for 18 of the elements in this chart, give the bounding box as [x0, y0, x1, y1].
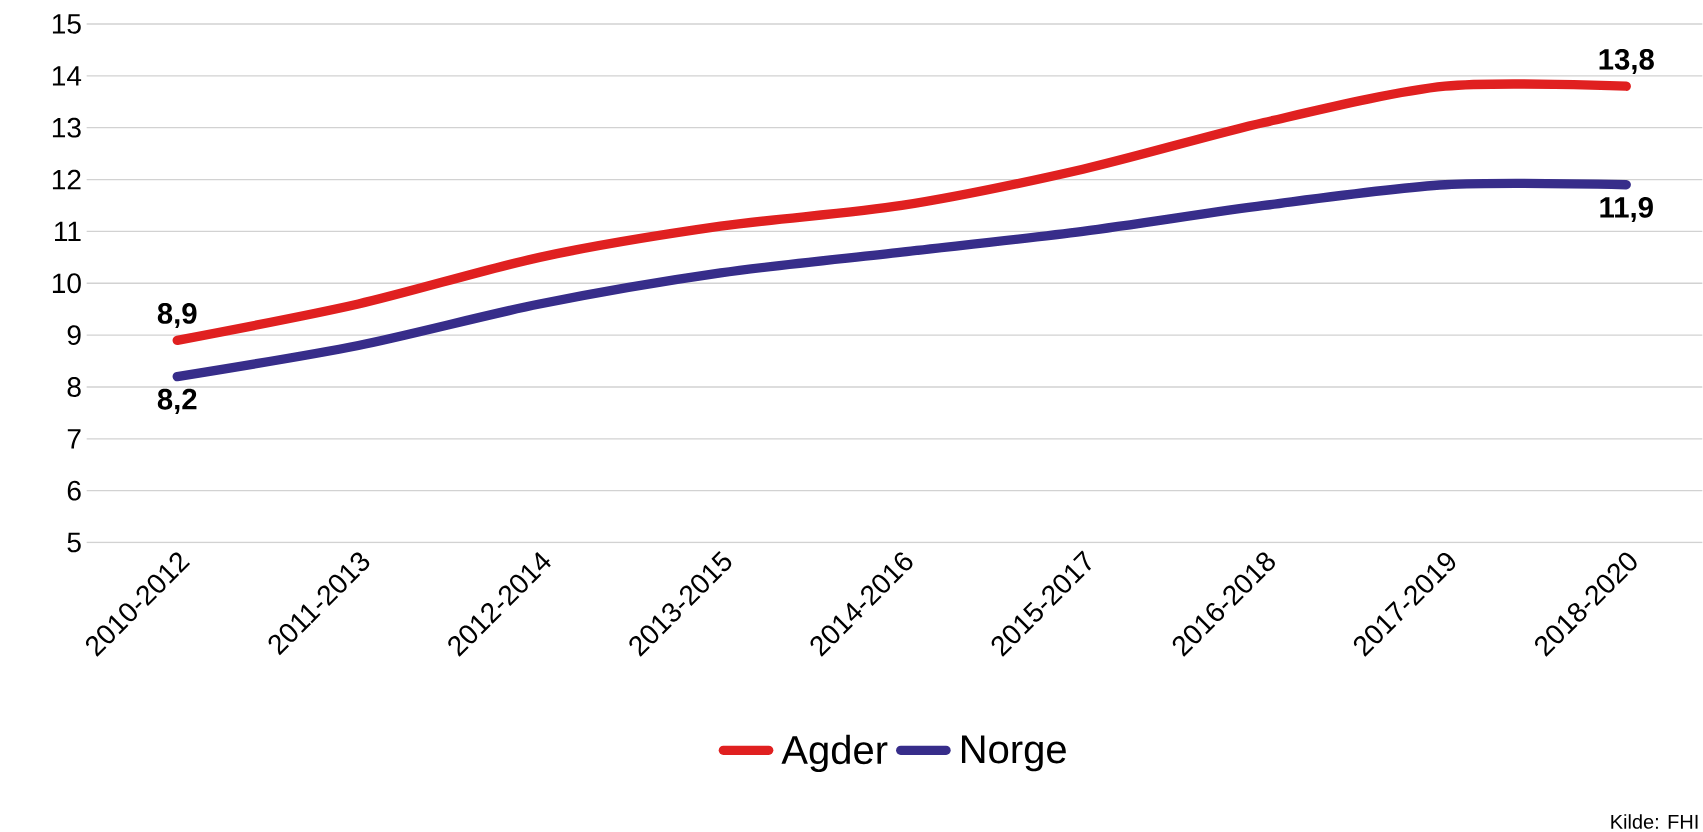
text: Kilde: FHI [1611, 814, 1698, 829]
data-label: 8,2 [157, 388, 197, 414]
y-tick-label: 13 [52, 117, 81, 138]
y-tick-label: 6 [67, 480, 81, 501]
y-tick-label: 15 [52, 14, 81, 34]
y-tick-label: 10 [52, 273, 81, 294]
y-tick-label: 12 [52, 169, 81, 190]
y-tick-label: 5 [67, 532, 81, 553]
legend-label: Agder [781, 734, 888, 773]
y-tick-label: 9 [67, 325, 81, 346]
data-label: 8,9 [157, 303, 197, 329]
data-label: 11,9 [1600, 197, 1653, 223]
y-tick-label: 7 [67, 429, 81, 449]
y-tick-label: 11 [55, 221, 81, 242]
data-label: 13,8 [1599, 49, 1654, 75]
legend-label: Norge [962, 735, 1066, 772]
y-tick-label: 14 [52, 66, 82, 86]
y-tick-label: 8 [67, 377, 81, 397]
